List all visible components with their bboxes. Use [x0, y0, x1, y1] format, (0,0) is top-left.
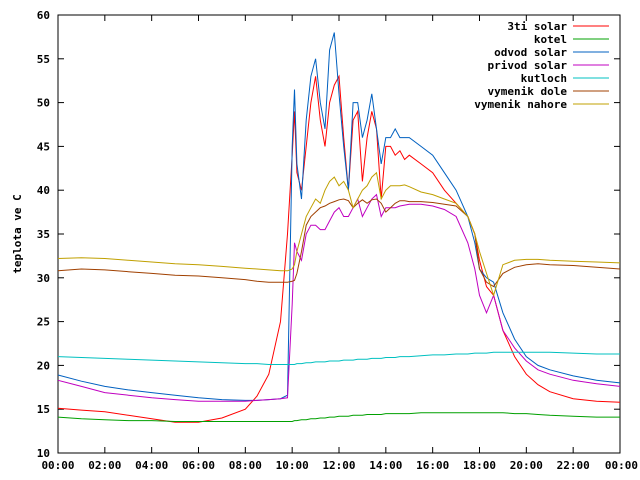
x-tick-label: 22:00	[557, 459, 590, 472]
y-tick-label: 55	[37, 53, 50, 66]
series-line-privod-solar	[57, 193, 621, 402]
y-tick-label: 20	[37, 359, 50, 372]
y-axis-label: teplota ve C	[11, 194, 24, 273]
legend-label: kotel	[534, 33, 567, 46]
y-axis: 10 15 20 25 30 35 40 45 50 55 60	[37, 9, 620, 460]
x-tick-label: 20:00	[510, 459, 543, 472]
x-tick-label: 12:00	[322, 459, 355, 472]
series-line-vymenik-dole	[57, 198, 621, 288]
y-tick-label: 40	[37, 184, 50, 197]
x-tick-label: 14:00	[369, 459, 402, 472]
x-tick-label: 02:00	[88, 459, 121, 472]
legend-label: privod solar	[488, 59, 568, 72]
y-tick-label: 35	[37, 228, 50, 241]
y-tick-label: 60	[37, 9, 50, 22]
x-tick-label: 00:00	[41, 459, 74, 472]
y-tick-label: 30	[37, 272, 50, 285]
legend-label: vymenik dole	[488, 85, 568, 98]
x-tick-label: 00:00	[605, 459, 638, 472]
series-lines	[57, 32, 621, 423]
x-tick-label: 06:00	[182, 459, 215, 472]
y-tick-label: 50	[37, 97, 50, 110]
y-tick-label: 10	[37, 447, 50, 460]
legend-label: vymenik nahore	[474, 98, 567, 111]
x-tick-label: 16:00	[416, 459, 449, 472]
x-tick-label: 08:00	[229, 459, 262, 472]
x-axis: 00:00 02:00 04:00 06:00 08:00 10:00 12:00 14:00…	[41, 15, 638, 472]
series-line-kutloch	[57, 351, 620, 365]
x-tick-label: 04:00	[135, 459, 168, 472]
series-line-3ti-solar	[57, 74, 621, 423]
y-tick-label: 15	[37, 403, 50, 416]
y-tick-label: 25	[37, 316, 50, 329]
x-tick-label: 10:00	[276, 459, 309, 472]
series-line-kotel	[57, 412, 620, 422]
x-tick-label: 18:00	[463, 459, 496, 472]
y-tick-label: 45	[37, 140, 50, 153]
legend-label: odvod solar	[494, 46, 567, 59]
legend-label: 3ti solar	[507, 20, 567, 33]
legend-label: kutloch	[521, 72, 567, 85]
series-line-vymenik-nahore	[57, 171, 621, 297]
